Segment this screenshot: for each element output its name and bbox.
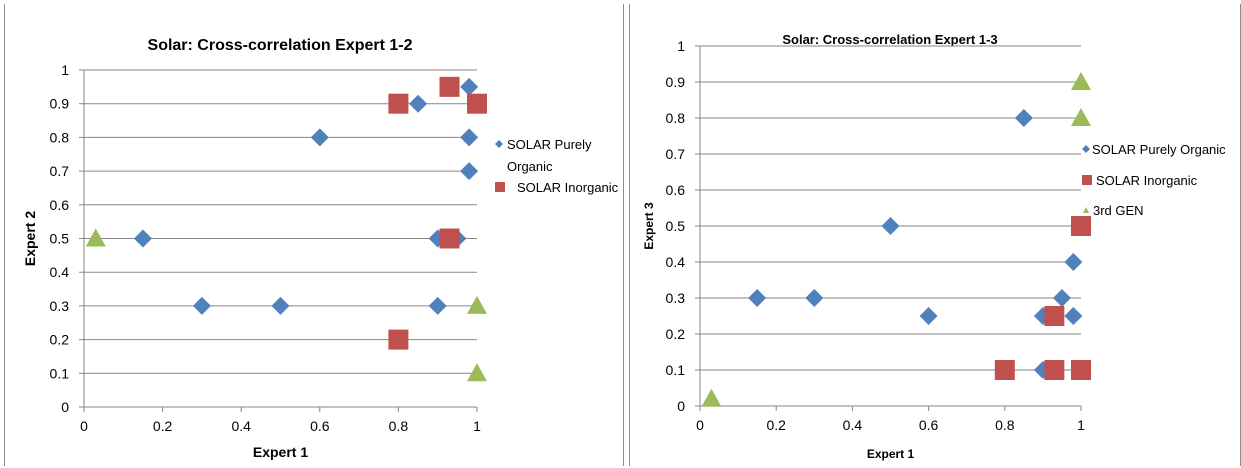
data-point-diamond — [748, 289, 767, 307]
data-point-square — [388, 93, 409, 114]
data-point-square — [439, 76, 460, 97]
y-axis-title: Expert 3 — [642, 202, 656, 250]
legend-marker-diamond — [495, 140, 503, 148]
y-tick-label: 0.4 — [50, 264, 70, 280]
x-tick-label: 0 — [80, 418, 88, 434]
data-point-diamond — [1064, 253, 1083, 271]
chart-panel-expert-1-2: Solar: Cross-correlation Expert 1-2 0 0.1 0… — [4, 4, 624, 466]
data-point-diamond — [428, 296, 447, 315]
legend-label: 3rd GEN — [1093, 203, 1144, 218]
y-tick-label: 0.3 — [666, 290, 686, 306]
data-point-diamond — [1064, 307, 1083, 325]
x-tick-label: 0.8 — [995, 417, 1015, 433]
x-tick-label: 1 — [473, 418, 481, 434]
y-tick-label: 0.1 — [666, 362, 686, 378]
x-tick-label: 0.2 — [153, 418, 173, 434]
legend-marker-square — [495, 182, 505, 192]
y-tick-label: 1 — [677, 38, 685, 54]
data-point-square — [467, 93, 487, 114]
data-point-diamond — [271, 296, 290, 315]
data-point-diamond — [133, 229, 152, 248]
data-point-triangle — [467, 363, 487, 382]
x-tick-label: 0.6 — [919, 417, 939, 433]
data-point-square — [1071, 360, 1091, 380]
y-tick-label: 0.2 — [666, 326, 686, 342]
y-tick-label: 1 — [61, 62, 69, 78]
data-point-triangle — [467, 295, 487, 314]
x-tick-label: 0.8 — [389, 418, 409, 434]
legend-marker-triangle — [1083, 207, 1089, 213]
chart-title: Solar: Cross-correlation Expert 1-2 — [148, 37, 413, 54]
data-point-diamond — [1033, 307, 1052, 325]
chart-expert-1-2: Solar: Cross-correlation Expert 1-2 0 0.1 0… — [22, 37, 619, 460]
x-tick-label: 0.4 — [843, 417, 863, 433]
x-tick-label: 0.2 — [766, 417, 786, 433]
legend-marker-diamond — [1082, 145, 1090, 153]
x-axis-title: Expert 1 — [253, 444, 308, 460]
data-point-diamond — [409, 94, 428, 113]
y-tick-label: 0.1 — [50, 365, 70, 381]
x-tick-label: 0.4 — [231, 418, 251, 434]
chart-title: Solar: Cross-correlation Expert 1-3 — [782, 32, 997, 47]
legend-label: SOLAR Inorganic — [1096, 173, 1198, 188]
x-axis-title: Expert 1 — [867, 447, 915, 461]
data-point-triangle — [85, 228, 106, 247]
data-point-square — [1044, 306, 1065, 326]
y-tick-label: 0.8 — [50, 129, 70, 145]
y-tick-label: 0.7 — [50, 163, 70, 179]
data-point-diamond — [460, 77, 479, 96]
data-point-diamond — [919, 307, 938, 325]
data-point-diamond — [460, 128, 479, 147]
data-point-triangle — [1071, 72, 1091, 90]
data-point-diamond — [1052, 289, 1071, 307]
data-point-diamond — [310, 128, 329, 147]
data-point-square — [994, 360, 1015, 380]
y-tick-label: 0.6 — [666, 182, 686, 198]
y-tick-label: 0 — [61, 399, 69, 415]
x-tick-label: 0 — [696, 417, 704, 433]
y-tick-label: 0.7 — [666, 146, 686, 162]
legend-marker-square — [1082, 175, 1092, 185]
data-point-diamond — [192, 296, 211, 315]
legend-label: SOLAR Inorganic — [517, 180, 619, 195]
y-tick-label: 0.2 — [50, 332, 70, 348]
data-point-square — [439, 228, 460, 249]
y-tick-label: 0.6 — [50, 197, 70, 213]
data-point-triangle — [701, 388, 722, 407]
x-tick-label: 1 — [1077, 417, 1085, 433]
y-tick-label: 0.9 — [50, 96, 70, 112]
data-point-diamond — [460, 162, 479, 181]
y-axis-title: Expert 2 — [22, 211, 38, 266]
data-point-diamond — [1014, 109, 1033, 127]
data-point-diamond — [881, 217, 900, 235]
data-point-diamond — [805, 289, 824, 307]
x-tick-label: 0.6 — [310, 418, 330, 434]
chart-panel-expert-1-3: Solar: Cross-correlation Expert 1-3 0 0.1 0… — [629, 4, 1241, 466]
data-point-square — [388, 329, 409, 350]
y-tick-label: 0 — [677, 398, 685, 414]
data-point-square — [1071, 216, 1091, 236]
legend-label: SOLAR Purely Organic — [507, 137, 592, 174]
y-tick-label: 0.3 — [50, 298, 70, 314]
chart-expert-1-3: Solar: Cross-correlation Expert 1-3 0 0.1 0… — [642, 32, 1226, 461]
data-point-square — [1044, 360, 1065, 380]
y-tick-label: 0.4 — [666, 254, 686, 270]
y-tick-label: 0.5 — [50, 231, 70, 247]
y-tick-label: 0.8 — [666, 110, 686, 126]
y-tick-label: 0.5 — [666, 218, 686, 234]
y-tick-label: 0.9 — [666, 74, 686, 90]
data-point-diamond — [1033, 361, 1052, 379]
data-point-triangle — [1071, 108, 1091, 126]
legend-label: SOLAR Purely Organic — [1092, 142, 1226, 157]
